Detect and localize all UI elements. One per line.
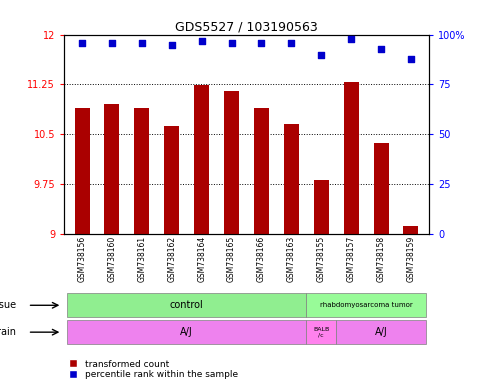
Text: strain: strain: [0, 327, 17, 337]
Text: A/J: A/J: [180, 327, 193, 337]
Point: [257, 40, 265, 46]
Bar: [306, 320, 336, 344]
Bar: [403, 226, 419, 234]
Title: GDS5527 / 103190563: GDS5527 / 103190563: [175, 20, 318, 33]
Point: [168, 41, 176, 48]
Point: [198, 38, 206, 44]
Bar: [336, 320, 426, 344]
Bar: [105, 104, 119, 234]
Bar: [67, 320, 306, 344]
Point: [317, 51, 325, 58]
Point: [78, 40, 86, 46]
Text: rhabdomyosarcoma tumor: rhabdomyosarcoma tumor: [320, 302, 413, 308]
Text: A/J: A/J: [375, 327, 387, 337]
Bar: [306, 293, 426, 317]
Point: [407, 55, 415, 61]
Point: [377, 45, 385, 51]
Bar: [314, 180, 329, 234]
Bar: [74, 108, 90, 234]
Bar: [374, 143, 388, 234]
Bar: [344, 83, 358, 234]
Bar: [194, 85, 209, 234]
Bar: [254, 108, 269, 234]
Point: [287, 40, 295, 46]
Point: [108, 40, 116, 46]
Text: control: control: [170, 300, 204, 310]
Bar: [164, 126, 179, 234]
Text: tissue: tissue: [0, 300, 17, 310]
Bar: [135, 108, 149, 234]
Point: [228, 40, 236, 46]
Point: [138, 40, 146, 46]
Text: BALB
/c: BALB /c: [313, 327, 329, 337]
Bar: [67, 293, 306, 317]
Legend: transformed count, percentile rank within the sample: transformed count, percentile rank withi…: [69, 360, 238, 379]
Point: [347, 35, 355, 41]
Bar: [224, 91, 239, 234]
Bar: [284, 124, 299, 234]
